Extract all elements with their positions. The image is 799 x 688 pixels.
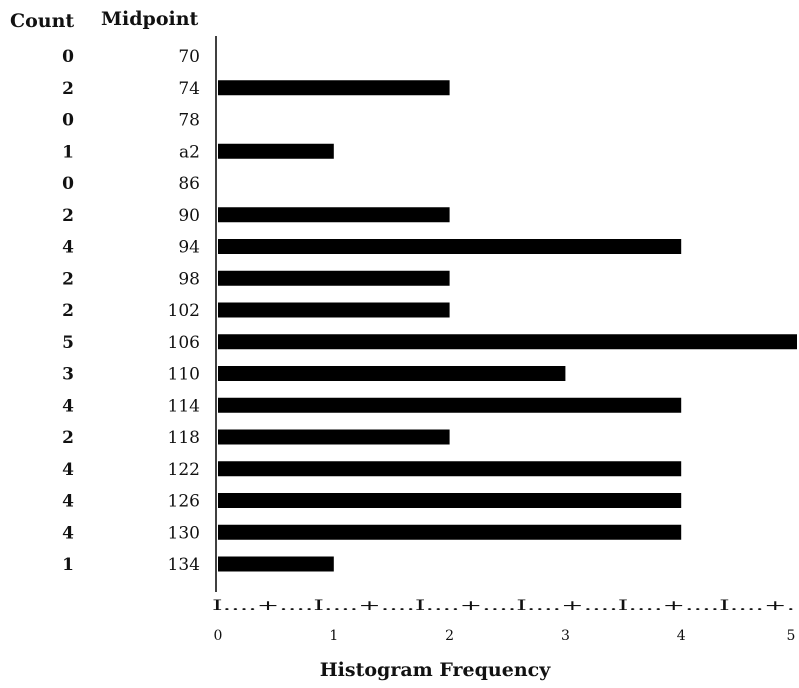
midpoint-label: 130 xyxy=(168,523,200,543)
axis-ruler: I....+....I....+....I....+....I....+....… xyxy=(212,598,795,614)
midpoint-label: 126 xyxy=(168,492,200,512)
histogram-bar xyxy=(218,334,797,350)
midpoint-label: 86 xyxy=(178,174,200,194)
midpoint-header: Midpoint xyxy=(101,8,199,30)
count-label: 0 xyxy=(62,111,74,131)
midpoint-label: 118 xyxy=(168,428,200,448)
count-label: 2 xyxy=(62,428,74,448)
midpoint-label: 106 xyxy=(168,333,200,353)
count-label: 2 xyxy=(62,206,74,226)
count-label: 1 xyxy=(62,142,74,162)
histogram-bar xyxy=(218,143,334,159)
count-label: 4 xyxy=(62,492,74,512)
histogram-bar xyxy=(218,302,450,318)
midpoint-label: 90 xyxy=(178,206,200,226)
histogram-bar xyxy=(218,270,450,286)
count-label: 0 xyxy=(62,174,74,194)
midpoint-label: 134 xyxy=(168,555,200,575)
histogram-bar xyxy=(218,397,682,413)
count-label: 4 xyxy=(62,460,74,480)
histogram-bar xyxy=(218,493,682,508)
x-tick-label: 4 xyxy=(677,628,686,644)
count-label: 0 xyxy=(62,47,74,67)
x-tick-label: 0 xyxy=(214,628,223,644)
histogram-bar xyxy=(218,80,450,96)
midpoint-label: 122 xyxy=(168,460,200,480)
count-label: 4 xyxy=(62,396,74,416)
x-tick-label: 3 xyxy=(561,628,570,644)
count-header: Count xyxy=(10,10,74,32)
histogram-bar xyxy=(218,461,682,477)
histogram-rows: 0 70 2 74 0 78 1 a2 0 86 2 90 4 94 2 98 2 102 5 106 3 110 4 114… xyxy=(62,47,797,575)
x-tick-labels: 0 1 2 3 4 5 xyxy=(214,628,796,644)
midpoint-label: 110 xyxy=(168,365,200,385)
count-label: 4 xyxy=(62,523,74,543)
x-tick-label: 1 xyxy=(329,628,338,644)
midpoint-label: a2 xyxy=(179,142,200,162)
midpoint-label: 102 xyxy=(168,301,200,321)
x-tick-label: 2 xyxy=(445,628,454,644)
histogram-bar xyxy=(218,524,682,540)
midpoint-label: 74 xyxy=(178,79,200,99)
count-label: 2 xyxy=(62,269,74,289)
midpoint-label: 70 xyxy=(178,47,200,67)
x-tick-label: 5 xyxy=(787,628,796,644)
histogram-bar xyxy=(218,366,566,381)
histogram-bar xyxy=(218,239,682,254)
midpoint-label: 78 xyxy=(178,111,200,131)
midpoint-label: 114 xyxy=(168,396,200,416)
count-label: 3 xyxy=(62,365,74,385)
count-label: 5 xyxy=(62,333,74,353)
histogram-bar xyxy=(218,556,334,572)
count-label: 1 xyxy=(62,555,74,575)
midpoint-label: 98 xyxy=(178,269,200,289)
histogram-bar xyxy=(218,207,450,223)
count-label: 2 xyxy=(62,79,74,99)
count-label: 2 xyxy=(62,301,74,321)
x-axis-title: Histogram Frequency xyxy=(320,659,551,681)
histogram-bar xyxy=(218,429,450,445)
count-label: 4 xyxy=(62,238,74,258)
midpoint-label: 94 xyxy=(178,238,200,258)
